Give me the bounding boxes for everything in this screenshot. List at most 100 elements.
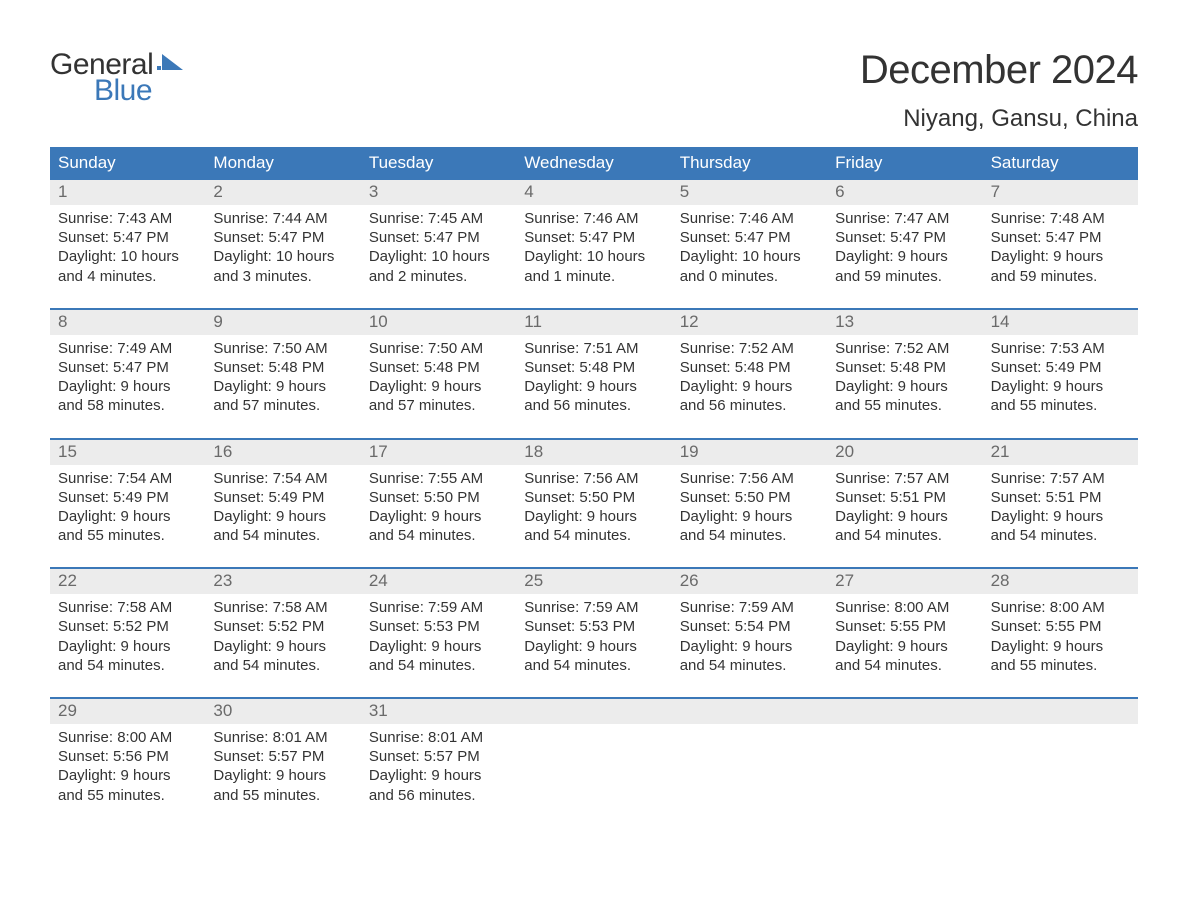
day-content: Sunrise: 7:50 AMSunset: 5:48 PMDaylight:… bbox=[205, 335, 360, 416]
day-number: 17 bbox=[361, 440, 516, 465]
day-number: 14 bbox=[983, 310, 1138, 335]
day-cell bbox=[516, 699, 671, 827]
day-cell: 17Sunrise: 7:55 AMSunset: 5:50 PMDayligh… bbox=[361, 440, 516, 568]
day-number: 26 bbox=[672, 569, 827, 594]
daylight-line1: Daylight: 10 hours bbox=[369, 247, 508, 266]
sunrise-text: Sunrise: 7:51 AM bbox=[524, 339, 663, 358]
day-cell: 13Sunrise: 7:52 AMSunset: 5:48 PMDayligh… bbox=[827, 310, 982, 438]
sunrise-text: Sunrise: 7:59 AM bbox=[680, 598, 819, 617]
sunrise-text: Sunrise: 7:59 AM bbox=[524, 598, 663, 617]
daylight-line2: and 4 minutes. bbox=[58, 267, 197, 286]
day-number bbox=[672, 699, 827, 724]
daylight-line1: Daylight: 9 hours bbox=[991, 637, 1130, 656]
sunrise-text: Sunrise: 8:01 AM bbox=[213, 728, 352, 747]
daylight-line2: and 55 minutes. bbox=[835, 396, 974, 415]
sunrise-text: Sunrise: 7:57 AM bbox=[835, 469, 974, 488]
sunrise-text: Sunrise: 7:56 AM bbox=[524, 469, 663, 488]
daylight-line1: Daylight: 10 hours bbox=[213, 247, 352, 266]
daylight-line1: Daylight: 9 hours bbox=[680, 507, 819, 526]
day-content: Sunrise: 7:56 AMSunset: 5:50 PMDaylight:… bbox=[516, 465, 671, 546]
daylight-line2: and 56 minutes. bbox=[680, 396, 819, 415]
daylight-line1: Daylight: 9 hours bbox=[58, 637, 197, 656]
sunset-text: Sunset: 5:48 PM bbox=[524, 358, 663, 377]
sunset-text: Sunset: 5:50 PM bbox=[524, 488, 663, 507]
day-number: 27 bbox=[827, 569, 982, 594]
day-cell bbox=[983, 699, 1138, 827]
sunset-text: Sunset: 5:49 PM bbox=[58, 488, 197, 507]
daylight-line1: Daylight: 9 hours bbox=[213, 377, 352, 396]
calendar: Sunday Monday Tuesday Wednesday Thursday… bbox=[50, 147, 1138, 827]
day-number: 10 bbox=[361, 310, 516, 335]
daylight-line2: and 1 minute. bbox=[524, 267, 663, 286]
sunset-text: Sunset: 5:52 PM bbox=[213, 617, 352, 636]
sunset-text: Sunset: 5:47 PM bbox=[991, 228, 1130, 247]
sunrise-text: Sunrise: 7:44 AM bbox=[213, 209, 352, 228]
location-subtitle: Niyang, Gansu, China bbox=[860, 105, 1138, 133]
sunset-text: Sunset: 5:47 PM bbox=[213, 228, 352, 247]
sunrise-text: Sunrise: 7:52 AM bbox=[680, 339, 819, 358]
sunrise-text: Sunrise: 7:59 AM bbox=[369, 598, 508, 617]
day-number: 18 bbox=[516, 440, 671, 465]
sunrise-text: Sunrise: 8:00 AM bbox=[835, 598, 974, 617]
day-content: Sunrise: 7:54 AMSunset: 5:49 PMDaylight:… bbox=[50, 465, 205, 546]
day-content: Sunrise: 8:01 AMSunset: 5:57 PMDaylight:… bbox=[361, 724, 516, 805]
sunrise-text: Sunrise: 7:54 AM bbox=[58, 469, 197, 488]
sunset-text: Sunset: 5:51 PM bbox=[991, 488, 1130, 507]
sunset-text: Sunset: 5:47 PM bbox=[835, 228, 974, 247]
sunset-text: Sunset: 5:49 PM bbox=[991, 358, 1130, 377]
day-cell: 3Sunrise: 7:45 AMSunset: 5:47 PMDaylight… bbox=[361, 180, 516, 308]
day-number: 15 bbox=[50, 440, 205, 465]
day-number: 25 bbox=[516, 569, 671, 594]
day-cell: 12Sunrise: 7:52 AMSunset: 5:48 PMDayligh… bbox=[672, 310, 827, 438]
daylight-line2: and 3 minutes. bbox=[213, 267, 352, 286]
day-content: Sunrise: 7:59 AMSunset: 5:54 PMDaylight:… bbox=[672, 594, 827, 675]
day-number: 20 bbox=[827, 440, 982, 465]
day-content: Sunrise: 7:58 AMSunset: 5:52 PMDaylight:… bbox=[50, 594, 205, 675]
daylight-line2: and 55 minutes. bbox=[58, 786, 197, 805]
weekday-header: Thursday bbox=[672, 147, 827, 180]
day-content: Sunrise: 7:58 AMSunset: 5:52 PMDaylight:… bbox=[205, 594, 360, 675]
day-cell: 14Sunrise: 7:53 AMSunset: 5:49 PMDayligh… bbox=[983, 310, 1138, 438]
title-block: December 2024 Niyang, Gansu, China bbox=[860, 48, 1138, 133]
sunset-text: Sunset: 5:47 PM bbox=[58, 358, 197, 377]
sunset-text: Sunset: 5:57 PM bbox=[369, 747, 508, 766]
day-cell: 2 Sunrise: 7:44 AMSunset: 5:47 PMDaylight… bbox=[205, 180, 360, 308]
daylight-line1: Daylight: 9 hours bbox=[369, 507, 508, 526]
sunset-text: Sunset: 5:47 PM bbox=[524, 228, 663, 247]
sunset-text: Sunset: 5:50 PM bbox=[680, 488, 819, 507]
daylight-line1: Daylight: 9 hours bbox=[524, 637, 663, 656]
daylight-line1: Daylight: 9 hours bbox=[835, 247, 974, 266]
day-content: Sunrise: 7:57 AMSunset: 5:51 PMDaylight:… bbox=[983, 465, 1138, 546]
daylight-line1: Daylight: 9 hours bbox=[991, 247, 1130, 266]
sunset-text: Sunset: 5:47 PM bbox=[58, 228, 197, 247]
daylight-line1: Daylight: 9 hours bbox=[213, 507, 352, 526]
sunrise-text: Sunrise: 7:54 AM bbox=[213, 469, 352, 488]
day-number: 8 bbox=[50, 310, 205, 335]
sunrise-text: Sunrise: 7:53 AM bbox=[991, 339, 1130, 358]
daylight-line1: Daylight: 9 hours bbox=[991, 507, 1130, 526]
daylight-line2: and 54 minutes. bbox=[680, 526, 819, 545]
day-cell: 28Sunrise: 8:00 AMSunset: 5:55 PMDayligh… bbox=[983, 569, 1138, 697]
day-cell: 15Sunrise: 7:54 AMSunset: 5:49 PMDayligh… bbox=[50, 440, 205, 568]
daylight-line2: and 57 minutes. bbox=[369, 396, 508, 415]
sunrise-text: Sunrise: 7:50 AM bbox=[213, 339, 352, 358]
sunrise-text: Sunrise: 7:45 AM bbox=[369, 209, 508, 228]
weekday-header: Friday bbox=[827, 147, 982, 180]
day-cell: 26Sunrise: 7:59 AMSunset: 5:54 PMDayligh… bbox=[672, 569, 827, 697]
daylight-line1: Daylight: 9 hours bbox=[58, 766, 197, 785]
day-content: Sunrise: 7:47 AMSunset: 5:47 PMDaylight:… bbox=[827, 205, 982, 286]
day-number: 12 bbox=[672, 310, 827, 335]
day-number: 29 bbox=[50, 699, 205, 724]
daylight-line2: and 54 minutes. bbox=[369, 526, 508, 545]
sunset-text: Sunset: 5:55 PM bbox=[835, 617, 974, 636]
day-cell: 25Sunrise: 7:59 AMSunset: 5:53 PMDayligh… bbox=[516, 569, 671, 697]
day-cell: 30Sunrise: 8:01 AMSunset: 5:57 PMDayligh… bbox=[205, 699, 360, 827]
daylight-line2: and 56 minutes. bbox=[369, 786, 508, 805]
day-content: Sunrise: 7:56 AMSunset: 5:50 PMDaylight:… bbox=[672, 465, 827, 546]
week-row: 1Sunrise: 7:43 AMSunset: 5:47 PMDaylight… bbox=[50, 180, 1138, 308]
sunrise-text: Sunrise: 7:58 AM bbox=[213, 598, 352, 617]
day-cell: 16Sunrise: 7:54 AMSunset: 5:49 PMDayligh… bbox=[205, 440, 360, 568]
day-number: 2 bbox=[205, 180, 360, 205]
day-number: 5 bbox=[672, 180, 827, 205]
day-number: 7 bbox=[983, 180, 1138, 205]
